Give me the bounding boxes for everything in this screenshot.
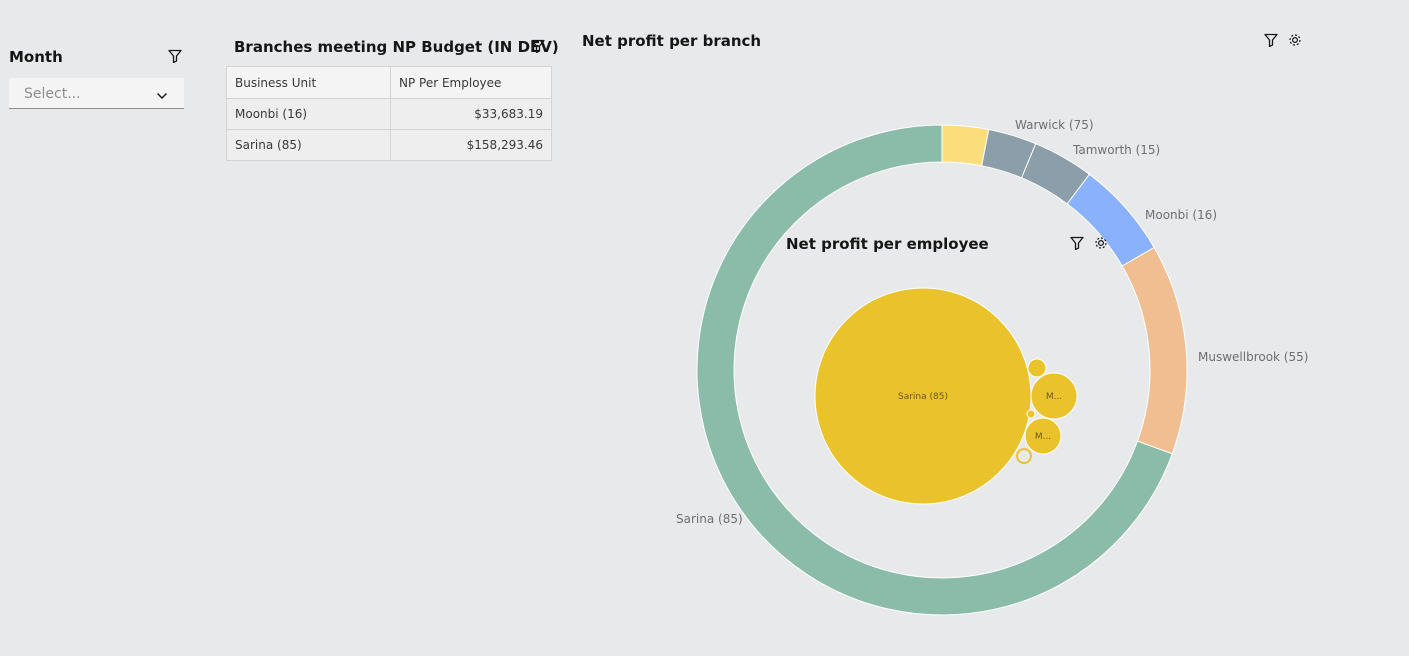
employee-chart-settings-icon[interactable] [1092,234,1110,252]
branch-chart-title: Net profit per branch [582,32,762,50]
column-header-np-per-employee[interactable]: NP Per Employee [390,66,552,99]
branch-chart-filter-icon[interactable] [1262,31,1280,49]
donut-segment[interactable] [696,124,1173,616]
cell-business-unit: Moonbi (16) [226,98,391,130]
budget-table: Business Unit NP Per Employee Moonbi (16… [226,66,552,161]
month-filter-icon[interactable] [166,47,184,65]
month-filter-title: Month [9,48,63,66]
employee-chart-title: Net profit per employee [786,235,989,253]
table-row[interactable]: Sarina (85) $158,293.46 [226,129,552,161]
budget-table-filter-icon[interactable] [529,37,547,55]
donut-segment-label: Warwick (75) [1015,118,1094,132]
bubble-label: Sarina (85) [898,392,948,402]
bubble[interactable] [1016,448,1032,464]
bubble[interactable] [1027,358,1047,378]
employee-chart-filter-icon[interactable] [1068,234,1086,252]
donut-segment-label: Sarina (85) [676,512,743,526]
branch-chart-settings-icon[interactable] [1286,31,1304,49]
chevron-down-icon [156,87,168,106]
month-select[interactable]: Select... [9,78,184,109]
bubble-label: M... [1046,392,1062,402]
table-row[interactable]: Moonbi (16) $33,683.19 [226,98,552,130]
bubble[interactable] [1026,409,1036,419]
donut-segment-label: Moonbi (16) [1145,208,1217,222]
column-header-business-unit[interactable]: Business Unit [226,66,391,99]
month-select-placeholder: Select... [24,86,81,102]
donut-segment-label: Tamworth (15) [1072,143,1160,157]
bubble[interactable] [1030,372,1078,420]
donut-segment-label: Muswellbrook (55) [1198,350,1308,364]
bubble[interactable] [1024,417,1062,455]
cell-np-per-employee: $158,293.46 [390,129,552,161]
budget-table-title: Branches meeting NP Budget (IN DEV) [234,38,559,56]
table-header-row: Business Unit NP Per Employee [226,66,552,99]
bubble-label: M... [1035,432,1051,442]
